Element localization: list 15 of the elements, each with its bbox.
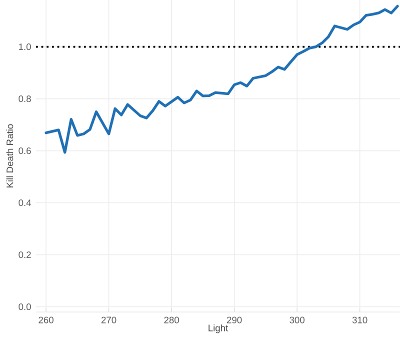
y-tick-label: 1.0 <box>19 44 31 50</box>
x-tick-label: 270 <box>101 316 116 324</box>
x-tick-label: 290 <box>226 316 242 324</box>
y-tick-label: 0.6 <box>18 147 31 154</box>
x-tick-label: 260 <box>38 316 54 324</box>
y-axis-title: Kill Death Ratio <box>6 124 14 188</box>
x-tick-label: 300 <box>290 316 304 324</box>
y-tick-label: 0.4 <box>18 199 32 206</box>
line-series <box>44 4 399 154</box>
y-tick-label: 0.0 <box>18 303 31 310</box>
x-tick-label: 280 <box>164 316 179 324</box>
y-tick-label: 0.2 <box>18 251 31 258</box>
x-tick-label: 310 <box>352 316 368 324</box>
y-tick-label: 0.8 <box>18 95 31 102</box>
x-axis-title: Light <box>208 324 228 334</box>
